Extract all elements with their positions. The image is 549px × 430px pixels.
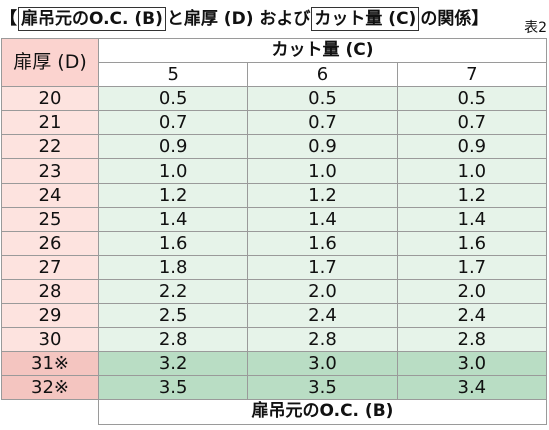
table-title: 【扉吊元のO.C. (B) と扉厚 (D) および カット量 (C) の関係】 表2 <box>0 4 549 36</box>
oc-value-cell: 1.2 <box>97 182 249 208</box>
table-row: 31※ 3.2 3.0 3.0 <box>1 351 548 377</box>
title-close-bracket: 】 <box>471 9 489 29</box>
oc-value-cell: 0.7 <box>97 110 249 136</box>
oc-value-cell: 2.0 <box>247 278 398 305</box>
door-thickness-cell: 24 <box>1 182 99 208</box>
oc-value-cell: 0.9 <box>247 134 398 160</box>
table-row: 26 1.6 1.6 1.6 <box>1 230 548 256</box>
title-tail-text: の関係 <box>420 9 472 29</box>
oc-value-cell: 3.5 <box>247 375 398 401</box>
oc-value-cell: 1.6 <box>396 230 548 256</box>
oc-value-cell: 0.9 <box>97 134 249 160</box>
header-door-thickness: 扉厚 (D) <box>1 37 99 88</box>
door-thickness-cell: 23 <box>1 158 99 184</box>
oc-value-cell: 1.2 <box>247 182 398 208</box>
oc-value-cell: 3.5 <box>97 375 249 401</box>
oc-value-cell: 1.6 <box>247 230 398 256</box>
oc-value-cell: 1.0 <box>97 158 249 184</box>
table-row: 30 2.8 2.8 2.8 <box>1 327 548 353</box>
oc-value-cell: 1.4 <box>247 206 398 232</box>
oc-value-cell: 0.7 <box>247 110 398 136</box>
title-mid-text: と扉厚 (D) および <box>166 9 311 29</box>
oc-value-cell: 3.0 <box>396 351 548 377</box>
oc-value-cell: 2.8 <box>247 327 398 353</box>
table-row: 29 2.5 2.4 2.4 <box>1 303 548 329</box>
table-number: 表2 <box>524 20 547 36</box>
title-open-bracket: 【 <box>0 9 17 29</box>
oc-value-cell: 3.4 <box>396 375 548 401</box>
oc-value-cell: 2.2 <box>97 278 249 305</box>
oc-value-cell: 0.9 <box>396 134 548 160</box>
door-thickness-cell: 32※ <box>1 375 99 401</box>
table-row: 23 1.0 1.0 1.0 <box>1 158 548 184</box>
header-row-top: 扉厚 (D) カット量 (C) <box>1 37 547 88</box>
oc-value-cell: 2.0 <box>396 278 548 305</box>
title-box-cut: カット量 (C) <box>311 7 420 31</box>
oc-value-cell: 2.8 <box>97 327 249 353</box>
table-row: 27 1.8 1.7 1.7 <box>1 254 548 280</box>
door-thickness-cell: 25 <box>1 206 99 232</box>
table-row: 25 1.4 1.4 1.4 <box>1 206 548 232</box>
oc-value-cell: 1.2 <box>396 182 548 208</box>
oc-value-cell: 0.5 <box>396 86 548 112</box>
oc-value-cell: 1.4 <box>97 206 249 232</box>
oc-value-cell: 1.0 <box>247 158 398 184</box>
header-cut-value: 6 <box>247 62 398 88</box>
door-thickness-cell: 26 <box>1 230 99 256</box>
oc-value-cell: 2.4 <box>396 303 548 329</box>
header-cut-value: 7 <box>396 62 548 88</box>
footer-row: 扉吊元のO.C. (B) <box>1 399 547 425</box>
oc-value-cell: 2.5 <box>97 303 249 329</box>
oc-value-cell: 0.5 <box>97 86 249 112</box>
oc-value-cell: 2.4 <box>247 303 398 329</box>
door-thickness-cell: 30 <box>1 327 99 353</box>
table-row: 24 1.2 1.2 1.2 <box>1 182 548 208</box>
footer-blank-cell <box>1 399 99 424</box>
door-thickness-cell: 31※ <box>1 351 99 377</box>
table-row: 28 2.2 2.0 2.0 <box>1 278 548 305</box>
oc-value-cell: 0.5 <box>247 86 398 112</box>
table-row: 20 0.5 0.5 0.5 <box>1 86 548 112</box>
title-box-oc: 扉吊元のO.C. (B) <box>18 7 166 31</box>
header-cut-amount: カット量 (C) <box>98 37 547 64</box>
oc-value-cell: 3.0 <box>247 351 398 377</box>
oc-value-cell: 2.8 <box>396 327 548 353</box>
table-body: 20 0.5 0.5 0.5 21 0.7 0.7 0.7 22 0.9 0.9 0.9 23 1.0 1.… <box>1 86 548 401</box>
door-thickness-cell: 28 <box>1 278 99 305</box>
footer-oc-label: 扉吊元のO.C. (B) <box>98 399 547 425</box>
oc-value-cell: 1.0 <box>396 158 548 184</box>
oc-value-cell: 3.2 <box>97 351 249 377</box>
header-cut-value: 5 <box>97 62 249 88</box>
door-thickness-cell: 22 <box>1 134 99 160</box>
oc-value-cell: 1.4 <box>396 206 548 232</box>
table-row: 21 0.7 0.7 0.7 <box>1 110 548 136</box>
door-thickness-cell: 20 <box>1 86 99 112</box>
door-thickness-cell: 29 <box>1 303 99 329</box>
oc-value-cell: 1.8 <box>97 254 249 280</box>
door-thickness-cell: 27 <box>1 254 99 280</box>
table-row: 32※ 3.5 3.5 3.4 <box>1 375 548 401</box>
header-row-values: 5 6 7 <box>2 62 548 88</box>
oc-value-cell: 0.7 <box>396 110 548 136</box>
table-row: 22 0.9 0.9 0.9 <box>1 134 548 160</box>
oc-value-cell: 1.7 <box>396 254 548 280</box>
door-thickness-cell: 21 <box>1 110 99 136</box>
relation-table: 扉厚 (D) カット量 (C) 5 6 7 20 0.5 0.5 0.5 21 0.7 0.… <box>1 37 548 425</box>
oc-value-cell: 1.6 <box>97 230 249 256</box>
oc-value-cell: 1.7 <box>247 254 398 280</box>
